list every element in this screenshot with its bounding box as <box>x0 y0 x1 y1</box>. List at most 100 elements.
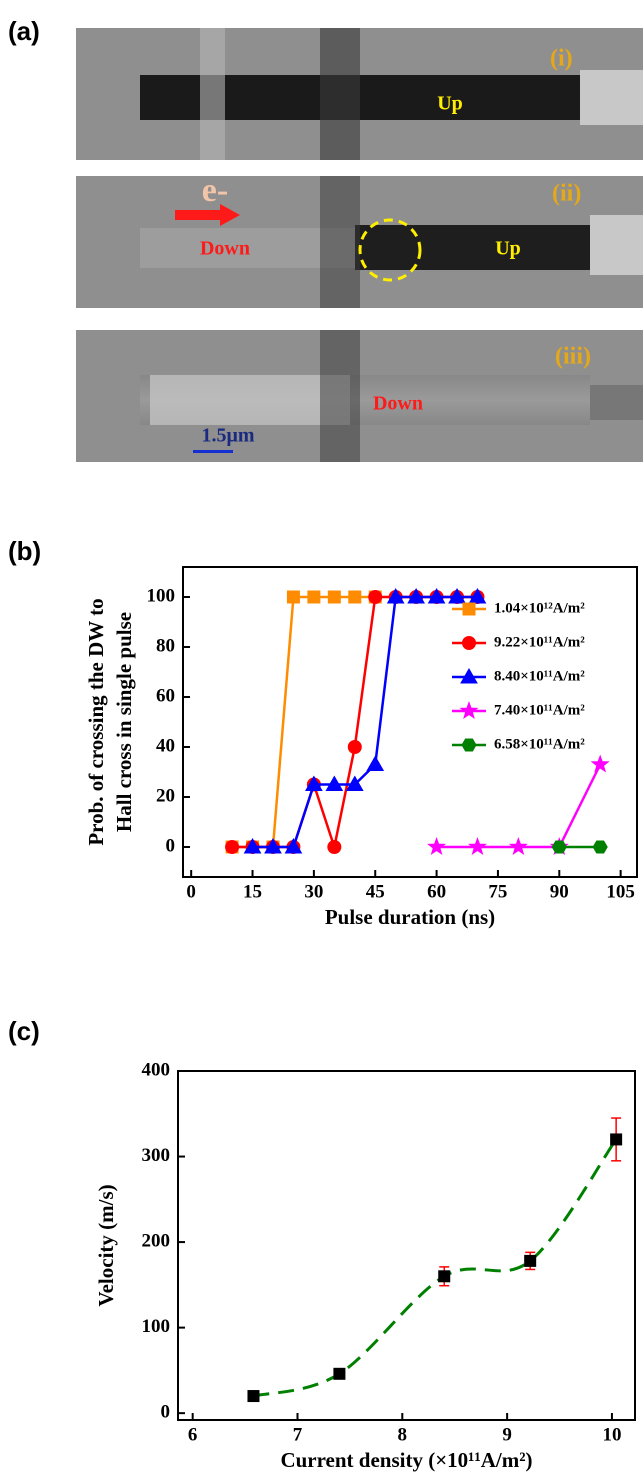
marker <box>327 840 342 854</box>
y-axis-label: Velocity (m/s) <box>94 1184 118 1306</box>
legend-label: 6.58×10¹¹A/m² <box>494 736 585 752</box>
legend-marker <box>459 701 479 720</box>
marker <box>524 1254 537 1267</box>
image-tag: (ii) <box>552 181 581 207</box>
marker <box>347 740 362 754</box>
legend-label: 1.04×10¹²A/m² <box>494 600 585 616</box>
legend-marker <box>462 602 476 616</box>
series <box>551 840 608 854</box>
x-tick-label: 45 <box>366 881 385 902</box>
panel-label: (b) <box>8 536 41 566</box>
x-tick-label: 90 <box>550 881 569 902</box>
legend-marker <box>460 667 478 684</box>
plot-frame <box>177 1070 636 1421</box>
x-tick-label: 30 <box>304 881 323 902</box>
marker <box>508 837 528 856</box>
marker <box>407 587 425 604</box>
marker <box>427 837 447 856</box>
y-tick-label: 200 <box>142 1230 171 1251</box>
x-tick-label: 75 <box>488 881 507 902</box>
y-tick-label: 0 <box>166 835 176 856</box>
y-tick-label: 80 <box>156 635 175 656</box>
y-tick-label: 400 <box>142 1059 171 1080</box>
marker <box>427 587 446 604</box>
series <box>427 754 610 856</box>
marker <box>386 587 405 604</box>
image-tag: (i) <box>550 46 573 72</box>
marker <box>592 840 608 854</box>
image-label: Up <box>437 93 463 115</box>
y-axis-label: Hall cross in single pulse <box>112 612 136 832</box>
marker <box>243 837 262 854</box>
image-label: Up <box>495 238 521 260</box>
marker <box>264 837 282 854</box>
marker <box>325 775 344 791</box>
legend-item: 1.04×10¹²A/m² <box>452 600 585 616</box>
image-label: Down <box>373 393 423 415</box>
image-ii <box>76 176 643 308</box>
x-tick-label: 60 <box>427 881 446 902</box>
image-iii <box>76 330 643 462</box>
series-line <box>232 595 478 852</box>
marker <box>448 587 466 604</box>
legend-item: 8.40×10¹¹A/m² <box>452 667 585 684</box>
y-tick-label: 40 <box>156 735 175 756</box>
x-tick-label: 0 <box>186 881 196 902</box>
legend-item: 6.58×10¹¹A/m² <box>452 736 585 752</box>
marker <box>305 775 323 791</box>
image-i <box>76 28 643 160</box>
marker <box>247 1390 260 1403</box>
x-tick-label: 6 <box>188 1424 198 1445</box>
legend-label: 9.22×10¹¹A/m² <box>494 634 585 650</box>
marker <box>468 837 487 856</box>
y-tick-label: 0 <box>161 1402 171 1423</box>
marker <box>327 590 341 604</box>
marker <box>333 1367 346 1380</box>
series <box>247 1117 623 1403</box>
image-tag: (iii) <box>555 344 591 370</box>
legend-label: 8.40×10¹¹A/m² <box>494 668 585 684</box>
panel-label: (a) <box>8 16 40 46</box>
marker <box>284 837 303 854</box>
legend-item: 9.22×10¹¹A/m² <box>452 634 585 650</box>
x-axis-label: Current density (×10¹¹A/m²) <box>280 1448 532 1472</box>
y-tick-label: 100 <box>142 1316 171 1337</box>
marker <box>348 590 362 604</box>
y-axis-label: Prob. of crossing the DW to <box>84 598 108 845</box>
scale-bar-label: 1.5μm <box>202 425 255 447</box>
marker <box>307 590 321 604</box>
marker <box>468 587 487 604</box>
x-axis-label: Pulse duration (ns) <box>325 905 495 929</box>
y-tick-label: 60 <box>156 685 175 706</box>
marker <box>610 1133 623 1146</box>
legend-marker <box>461 738 477 752</box>
series <box>225 590 485 854</box>
y-tick-label: 20 <box>156 785 175 806</box>
x-tick-label: 15 <box>243 881 262 902</box>
x-tick-label: 9 <box>502 1424 512 1445</box>
series <box>243 587 487 854</box>
legend-marker <box>462 636 476 650</box>
series-line <box>232 595 376 849</box>
image-label: e- <box>202 172 228 209</box>
marker <box>551 840 567 854</box>
x-tick-label: 10 <box>602 1424 621 1445</box>
marker <box>366 755 385 771</box>
marker <box>225 840 240 854</box>
series-line <box>436 763 602 849</box>
marker <box>286 590 300 604</box>
y-tick-label: 100 <box>147 585 176 606</box>
marker <box>368 590 383 604</box>
x-tick-label: 8 <box>398 1424 408 1445</box>
x-tick-label: 105 <box>606 881 635 902</box>
series-line <box>252 595 478 849</box>
image-label: Down <box>200 238 250 260</box>
legend-item: 7.40×10¹¹A/m² <box>452 701 585 720</box>
x-tick-label: 7 <box>293 1424 303 1445</box>
y-tick-label: 300 <box>142 1145 171 1166</box>
legend-label: 7.40×10¹¹A/m² <box>494 702 585 718</box>
fit-line <box>253 1138 618 1398</box>
marker <box>345 775 364 791</box>
